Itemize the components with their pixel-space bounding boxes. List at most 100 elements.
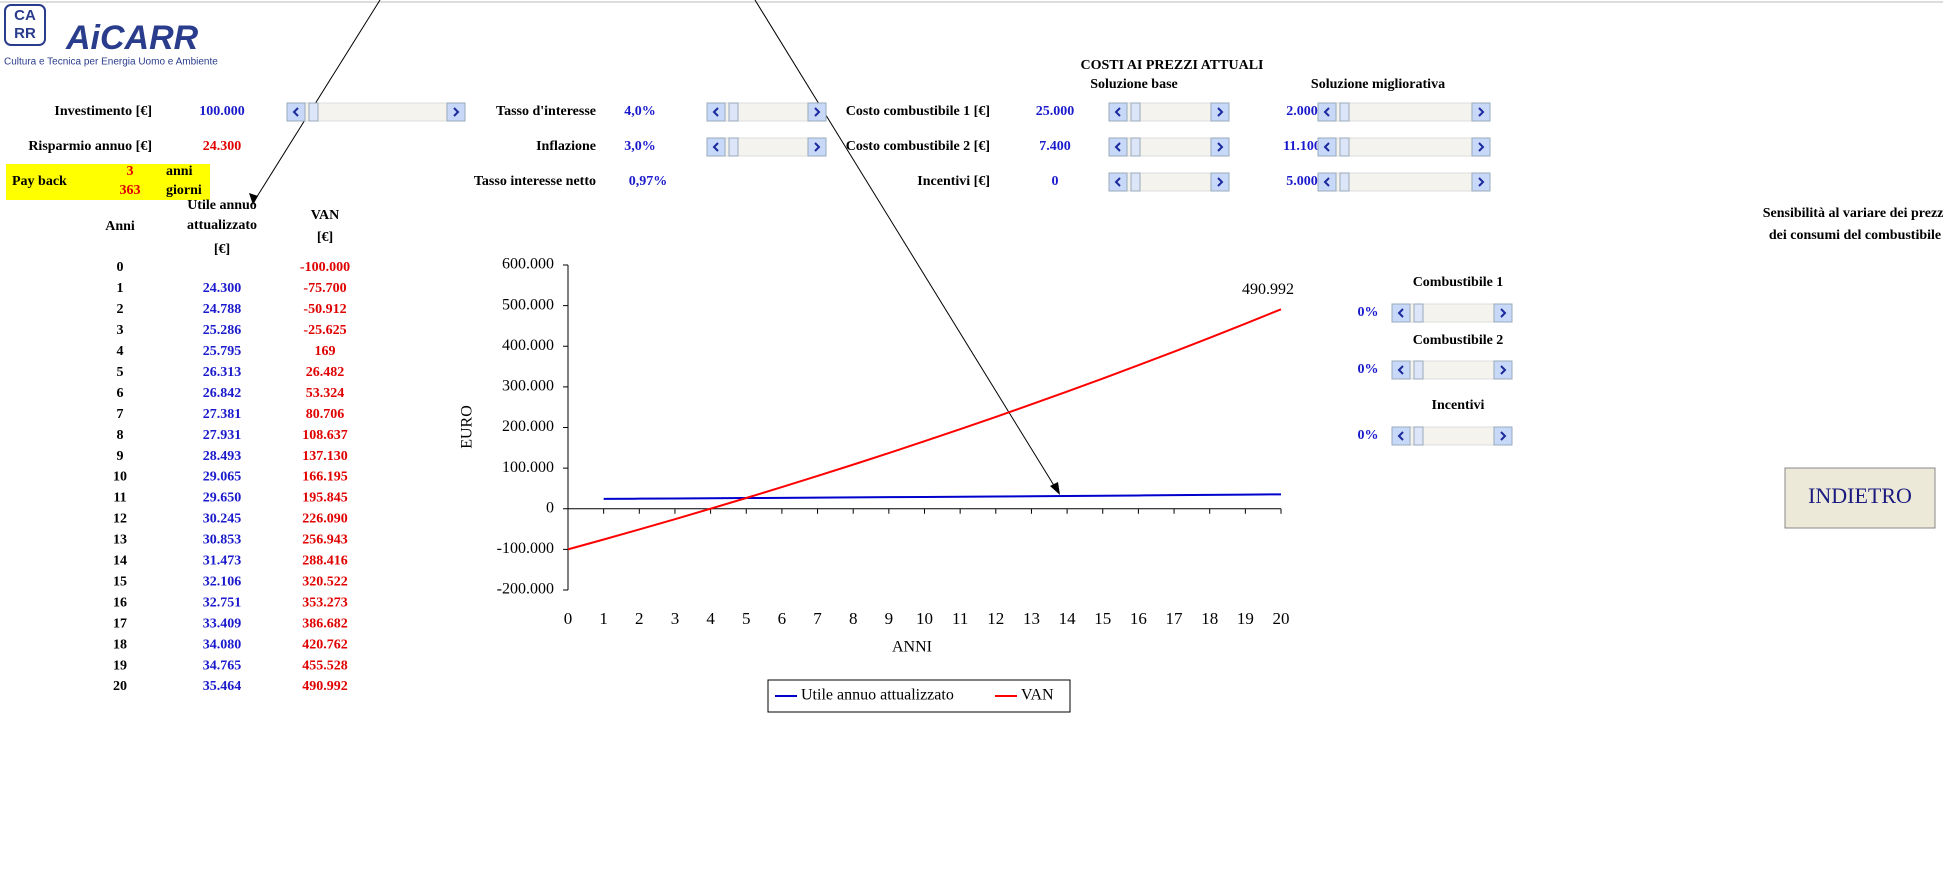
utile-cell: 26.313: [203, 365, 242, 380]
cost-value: 11.100: [1283, 139, 1321, 154]
arrow-icon: [1478, 142, 1485, 152]
arrow-icon: [292, 107, 299, 117]
van-cell: 226.090: [302, 512, 348, 527]
x-tick-label: 1: [599, 609, 608, 628]
series-line: [603, 493, 1282, 500]
table-header: [€]: [317, 230, 333, 245]
scroll-thumb[interactable]: [1339, 172, 1350, 192]
van-cell: 53.324: [306, 386, 345, 401]
van-cell: 137.130: [302, 449, 348, 464]
scroll-right[interactable]: [1210, 137, 1230, 157]
cost-label: Costo combustibile 1 [€]: [846, 104, 990, 119]
scroll-thumb[interactable]: [1413, 360, 1424, 380]
sensitivity-label: Combustibile 2: [1413, 333, 1504, 348]
scroll-right[interactable]: [1471, 172, 1491, 192]
scroll-thumb[interactable]: [1413, 426, 1424, 446]
scroll-right[interactable]: [446, 102, 466, 122]
scroll-left[interactable]: [1317, 172, 1337, 192]
scroll-left[interactable]: [1108, 102, 1128, 122]
van-cell: 353.273: [302, 595, 348, 610]
scroll-left[interactable]: [286, 102, 306, 122]
x-tick-label: 11: [952, 609, 968, 628]
scroll-thumb[interactable]: [1130, 137, 1141, 157]
utile-cell: 25.286: [203, 323, 242, 338]
scroll-left[interactable]: [1391, 360, 1411, 380]
scroll-left[interactable]: [1317, 137, 1337, 157]
year-cell: 14: [113, 554, 127, 569]
van-cell: 490.992: [302, 679, 348, 694]
scroll-thumb[interactable]: [1130, 102, 1141, 122]
logo-box: [4, 4, 46, 46]
payback-unit: giorni: [166, 183, 202, 198]
scroll-right[interactable]: [807, 102, 827, 122]
scroll-right[interactable]: [1471, 137, 1491, 157]
sensitivity-value: 0%: [1358, 305, 1379, 320]
year-cell: 16: [113, 595, 127, 610]
x-tick-label: 0: [564, 609, 573, 628]
scroll-left[interactable]: [1391, 426, 1411, 446]
scroll-right[interactable]: [1210, 102, 1230, 122]
payback-label: Pay back: [12, 174, 67, 189]
back-button-label: INDIETRO: [1808, 483, 1912, 508]
arrow-icon: [1323, 107, 1330, 117]
scroll-left[interactable]: [706, 102, 726, 122]
y-tick-label: 400.000: [502, 337, 554, 354]
year-cell: 6: [117, 386, 124, 401]
back-button[interactable]: [1784, 467, 1936, 529]
input-value: 0,97%: [629, 174, 668, 189]
van-cell: 166.195: [302, 470, 348, 485]
logo-mark: RR: [14, 25, 36, 42]
scroll-thumb[interactable]: [1339, 137, 1350, 157]
scroll-right[interactable]: [1210, 172, 1230, 192]
payback-days: 363: [120, 183, 141, 198]
sensitivity-label: Incentivi: [1432, 398, 1485, 413]
arrow-icon: [1397, 365, 1404, 375]
scroll-thumb[interactable]: [728, 102, 739, 122]
year-cell: 12: [113, 512, 127, 527]
input-label: Tasso d'interesse: [496, 104, 596, 119]
year-cell: 9: [117, 449, 124, 464]
year-cell: 15: [113, 574, 127, 589]
van-cell: 386.682: [302, 616, 348, 631]
arrow-icon: [1500, 308, 1507, 318]
x-axis-label: ANNI: [892, 639, 932, 656]
arrow-icon: [1397, 308, 1404, 318]
sensitivity-value: 0%: [1358, 428, 1379, 443]
logo-name: AiCARR: [65, 19, 199, 57]
cost-value: 25.000: [1036, 104, 1075, 119]
x-tick-label: 13: [1023, 609, 1040, 628]
arrow-icon: [1217, 142, 1224, 152]
x-tick-label: 14: [1059, 609, 1077, 628]
sensitivity-value: 0%: [1358, 362, 1379, 377]
scroll-thumb[interactable]: [728, 137, 739, 157]
year-cell: 20: [113, 679, 127, 694]
scroll-left[interactable]: [1391, 303, 1411, 323]
scroll-right[interactable]: [1493, 426, 1513, 446]
table-header: [€]: [214, 242, 230, 257]
scroll-right[interactable]: [1493, 360, 1513, 380]
scroll-right[interactable]: [1493, 303, 1513, 323]
scroll-thumb[interactable]: [1130, 172, 1141, 192]
van-cell: 195.845: [302, 491, 348, 506]
scroll-left[interactable]: [1108, 172, 1128, 192]
scroll-left[interactable]: [1108, 137, 1128, 157]
van-cell: -100.000: [300, 260, 350, 275]
year-cell: 8: [117, 428, 124, 443]
scroll-right[interactable]: [1471, 102, 1491, 122]
payback-unit: anni: [166, 164, 193, 179]
x-tick-label: 6: [778, 609, 787, 628]
scroll-thumb[interactable]: [1339, 102, 1350, 122]
sensitivity-label: Combustibile 1: [1413, 275, 1504, 290]
year-cell: 0: [117, 260, 124, 275]
utile-cell: 32.751: [203, 595, 242, 610]
scroll-thumb[interactable]: [1413, 303, 1424, 323]
van-cell: 108.637: [302, 428, 348, 443]
scroll-thumb[interactable]: [308, 102, 319, 122]
x-tick-label: 15: [1094, 609, 1111, 628]
scroll-left[interactable]: [1317, 102, 1337, 122]
sensitivity-title: Sensibilità al variare dei prezzi: [1763, 206, 1943, 221]
scroll-left[interactable]: [706, 137, 726, 157]
input-value: 4,0%: [624, 104, 656, 119]
scroll-right[interactable]: [807, 137, 827, 157]
x-tick-label: 18: [1201, 609, 1218, 628]
